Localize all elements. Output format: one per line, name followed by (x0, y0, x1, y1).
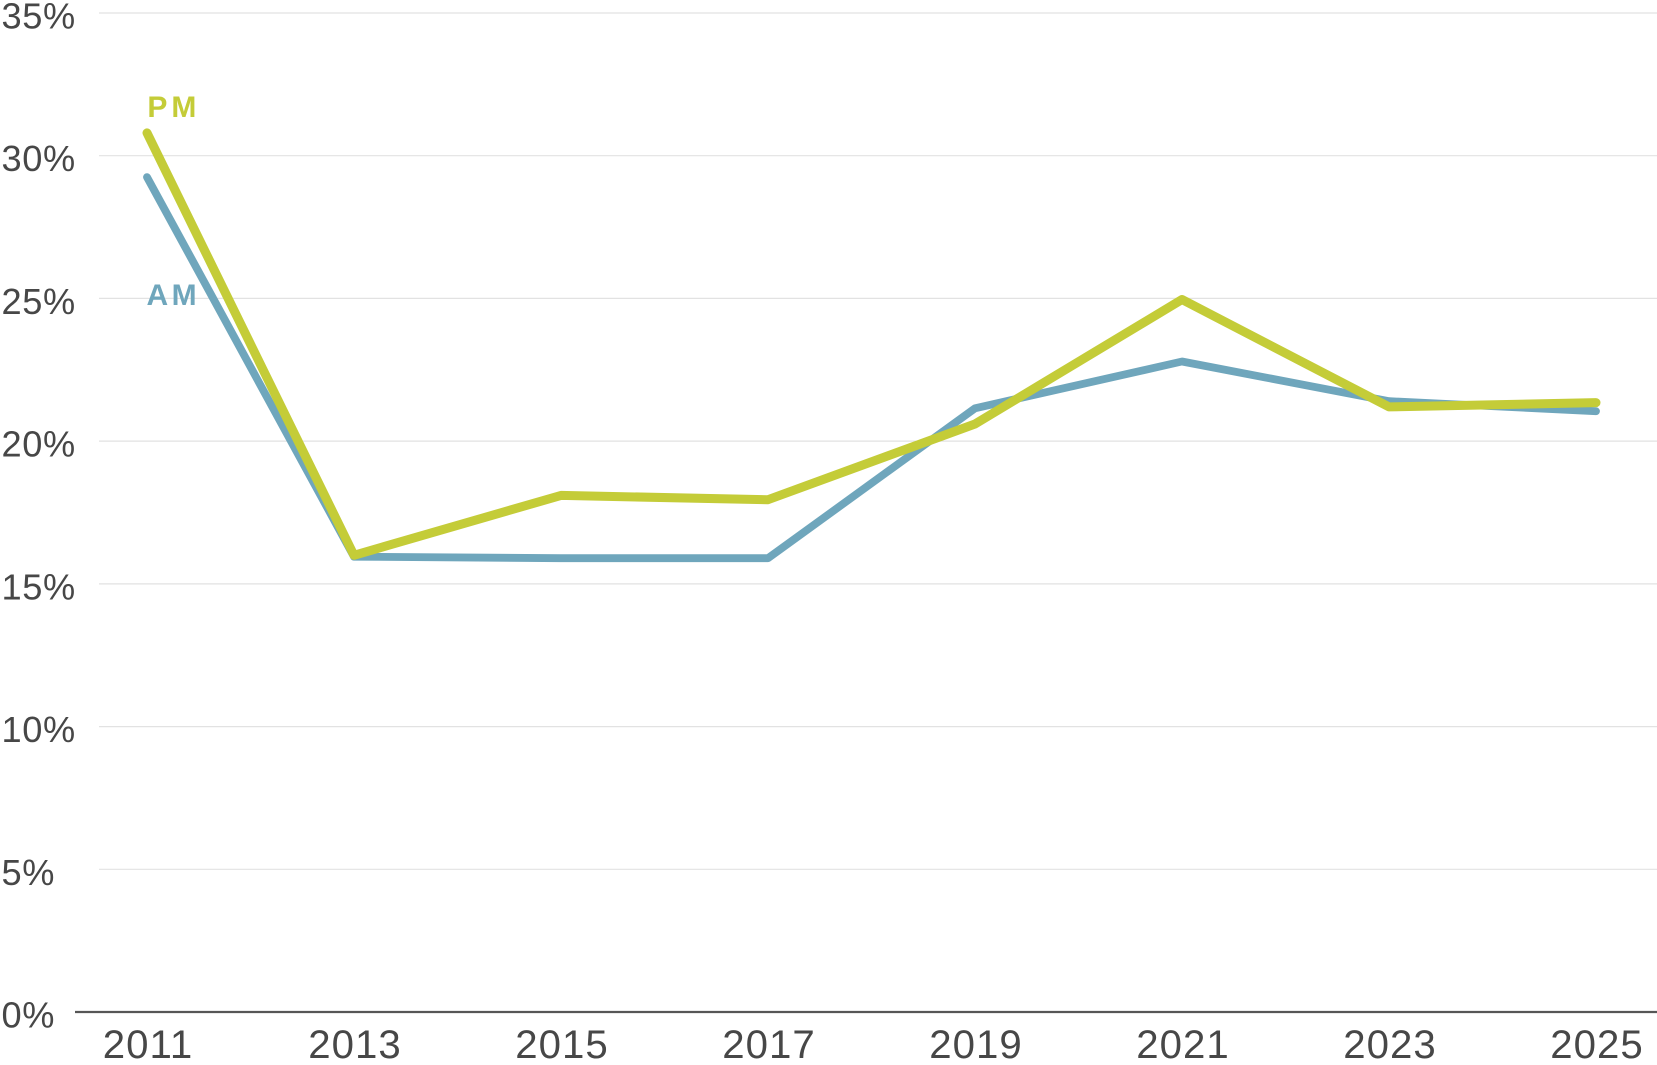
svg-text:2019: 2019 (929, 1022, 1022, 1065)
svg-text:0%: 0% (2, 995, 56, 1036)
svg-text:20%: 20% (2, 424, 76, 465)
svg-text:2021: 2021 (1136, 1022, 1229, 1065)
svg-text:35%: 35% (2, 0, 76, 37)
svg-text:10%: 10% (2, 709, 76, 750)
svg-text:2017: 2017 (722, 1022, 815, 1065)
svg-text:15%: 15% (2, 566, 76, 607)
svg-text:PM: PM (147, 91, 200, 124)
svg-text:5%: 5% (2, 852, 56, 893)
svg-text:AM: AM (147, 279, 201, 312)
svg-text:2015: 2015 (515, 1022, 608, 1065)
svg-text:2023: 2023 (1343, 1022, 1436, 1065)
svg-text:25%: 25% (2, 281, 76, 322)
svg-text:2025: 2025 (1550, 1022, 1643, 1065)
svg-text:2013: 2013 (308, 1022, 401, 1065)
svg-text:2011: 2011 (103, 1022, 193, 1065)
svg-text:30%: 30% (2, 138, 76, 179)
